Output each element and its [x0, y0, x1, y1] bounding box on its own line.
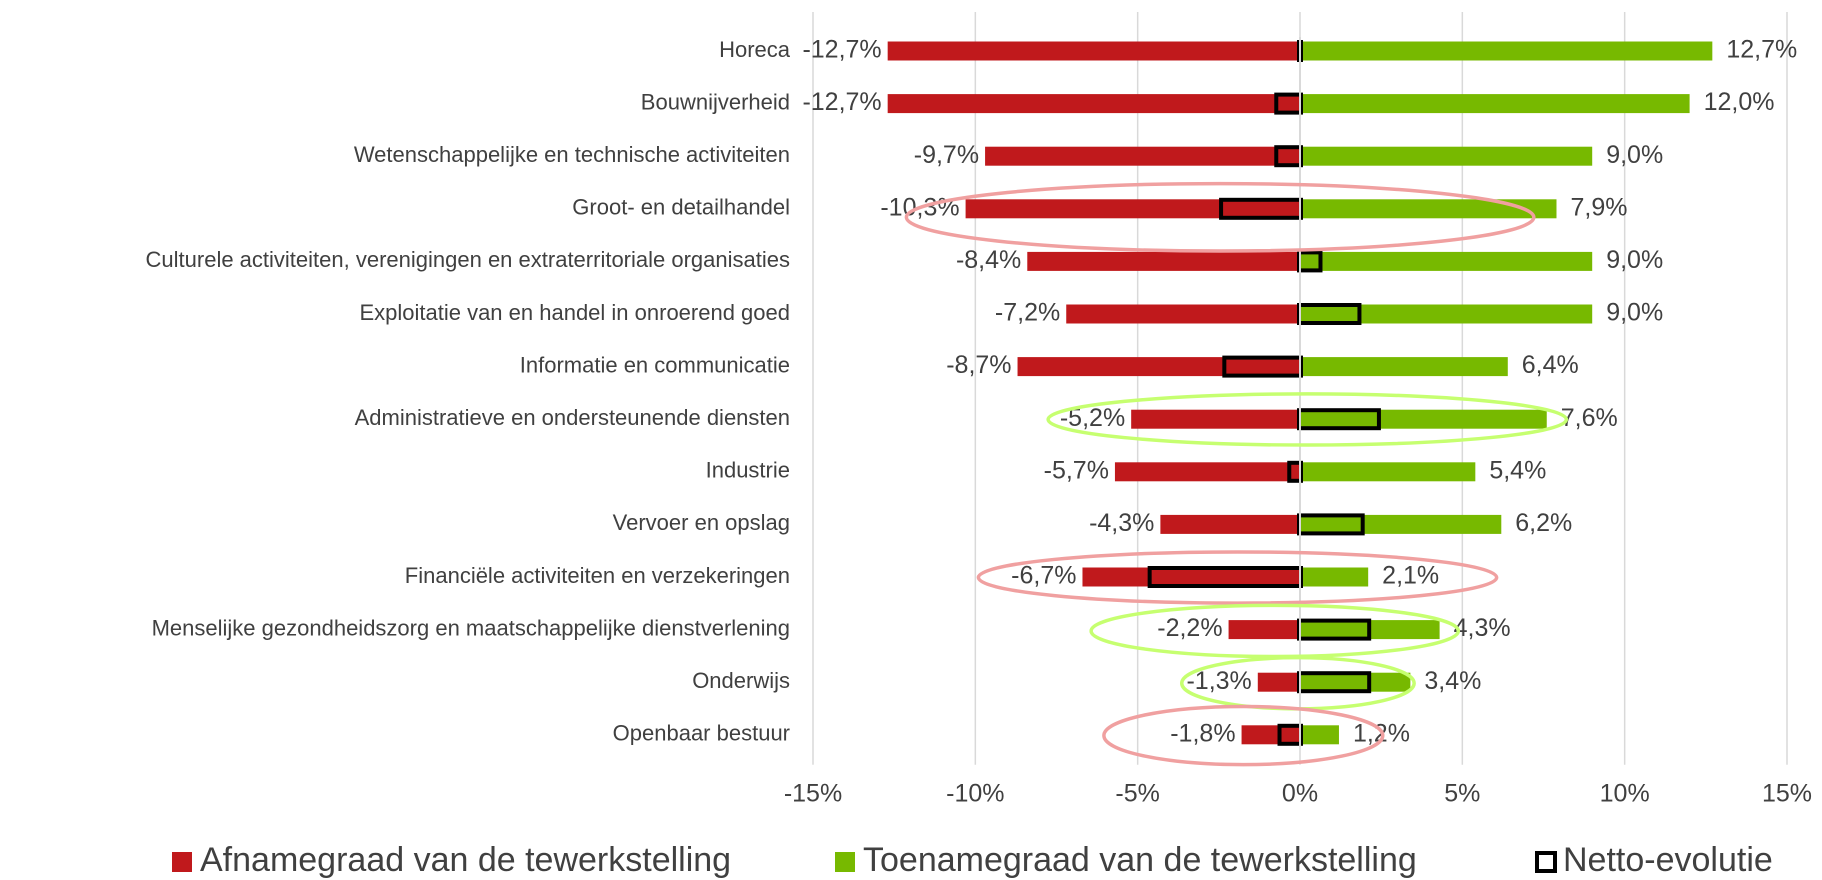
bar — [1066, 304, 1300, 324]
x-tick-label: 10% — [1600, 779, 1650, 807]
bar — [1300, 409, 1547, 429]
legend-swatch — [172, 852, 192, 872]
bar — [1300, 514, 1502, 534]
x-tick-label: 15% — [1762, 779, 1812, 807]
plot: -15% -10% -5% 0% 5% 10% 15% Horeca -12,7% 12,7% Bo… — [146, 12, 1812, 879]
legend-label: Afnamegraad van de tewerkstelling — [200, 841, 731, 879]
bar — [1131, 409, 1300, 429]
category-label: Exploitatie van en handel in onroerend g… — [359, 300, 790, 325]
value-label: -4,3% — [1089, 509, 1154, 537]
value-label: 6,4% — [1522, 351, 1579, 379]
bar — [1300, 41, 1713, 61]
value-label: -12,7% — [802, 36, 881, 64]
legend-swatch — [1535, 851, 1557, 873]
value-label: -9,7% — [914, 141, 979, 169]
x-tick-label: 5% — [1444, 779, 1480, 807]
value-label: 7,6% — [1561, 404, 1618, 432]
highlight-ellipse — [976, 550, 1499, 605]
category-label: Informatie en communicatie — [520, 352, 790, 377]
bar — [1300, 251, 1593, 271]
bar — [1027, 251, 1300, 271]
value-label: 6,2% — [1515, 509, 1572, 537]
category-label: Bouwnijverheid — [641, 89, 790, 114]
annotations — [904, 181, 1569, 767]
category-label: Groot- en detailhandel — [572, 195, 790, 220]
category-label: Wetenschappelijke en technische activite… — [354, 142, 790, 167]
x-tick-label: 0% — [1282, 779, 1318, 807]
bar — [1114, 462, 1300, 482]
highlight-ellipse — [1046, 392, 1569, 447]
bar — [1300, 672, 1411, 692]
value-label: -8,7% — [946, 351, 1011, 379]
bar — [887, 94, 1300, 114]
bar — [985, 146, 1300, 166]
value-label: 5,4% — [1489, 456, 1546, 484]
category-label: Horeca — [719, 37, 791, 62]
category-label: Industrie — [706, 458, 790, 483]
value-label: 3,4% — [1424, 667, 1481, 695]
bar — [1300, 199, 1557, 219]
bar — [1228, 620, 1300, 640]
value-label: 2,1% — [1382, 562, 1439, 590]
category-label: Onderwijs — [692, 668, 790, 693]
category-label: Culturele activiteiten, verenigingen en … — [146, 247, 790, 272]
legend-label: Toenamegraad van de tewerkstelling — [863, 841, 1417, 879]
bar — [1300, 357, 1508, 377]
legend-label: Netto-evolutie — [1563, 841, 1773, 879]
bar — [1082, 567, 1300, 587]
value-label: -5,7% — [1044, 456, 1109, 484]
value-label: 9,0% — [1606, 246, 1663, 274]
legend-swatch — [835, 852, 855, 872]
value-label: 4,3% — [1454, 614, 1511, 642]
category-label: Menselijke gezondheidszorg en maatschapp… — [152, 615, 790, 640]
value-label: 7,9% — [1570, 193, 1627, 221]
x-tick-label: -5% — [1115, 779, 1159, 807]
bar — [1300, 146, 1593, 166]
bar — [1300, 567, 1369, 587]
bar — [1300, 462, 1476, 482]
bar — [1017, 357, 1300, 377]
highlight-ellipse — [1102, 704, 1385, 767]
x-tick-label: -10% — [946, 779, 1004, 807]
bar — [1300, 94, 1690, 114]
value-label: 12,0% — [1704, 88, 1775, 116]
value-label: 12,7% — [1726, 36, 1797, 64]
value-label: -7,2% — [995, 299, 1060, 327]
bar — [1160, 514, 1300, 534]
value-label: -12,7% — [802, 88, 881, 116]
value-label: -1,8% — [1170, 719, 1235, 747]
value-label: -2,2% — [1157, 614, 1222, 642]
bar — [1241, 725, 1300, 745]
category-label: Administratieve en ondersteunende dienst… — [355, 405, 790, 430]
bar — [1257, 672, 1300, 692]
bar — [1300, 725, 1339, 745]
category-label: Vervoer en opslag — [613, 510, 790, 535]
value-label: 9,0% — [1606, 299, 1663, 327]
value-label: -6,7% — [1011, 562, 1076, 590]
value-label: 9,0% — [1606, 141, 1663, 169]
bar — [1300, 304, 1593, 324]
highlight-ellipse — [904, 181, 1536, 253]
category-label: Financiële activiteiten en verzekeringen — [405, 563, 790, 588]
bar — [965, 199, 1300, 219]
bar — [887, 41, 1300, 61]
x-tick-label: -15% — [784, 779, 842, 807]
category-label: Openbaar bestuur — [613, 721, 790, 746]
value-label: -8,4% — [956, 246, 1021, 274]
